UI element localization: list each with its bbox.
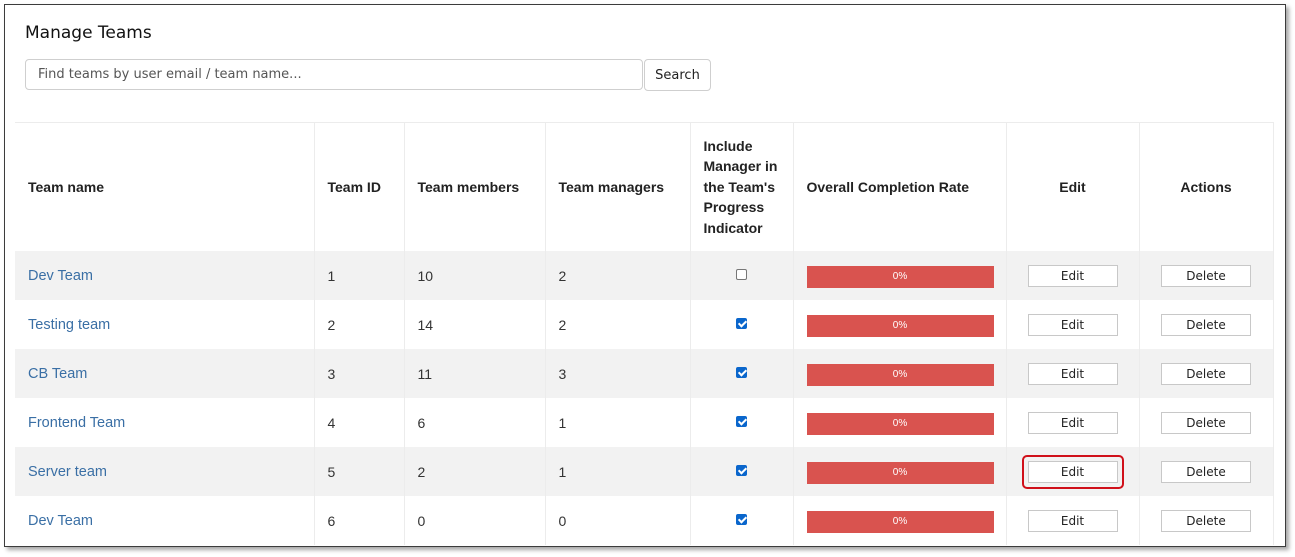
table-row: Server team 5 2 1 0% Edit Delete	[15, 447, 1274, 496]
team-id-cell: 3	[314, 349, 405, 398]
include-manager-checkbox[interactable]	[736, 514, 747, 526]
edit-button-wrap: Edit	[1027, 313, 1118, 336]
actions-cell: Delete	[1139, 349, 1274, 398]
team-name-link[interactable]: Testing team	[15, 300, 315, 349]
team-id-cell: 5	[314, 447, 405, 496]
team-name-link[interactable]: Dev Team	[15, 251, 315, 300]
include-manager-cell	[690, 251, 794, 300]
table-row: Dev Team 6 0 0 0% Edit Delete	[15, 496, 1274, 545]
completion-progress-bar: 0%	[806, 265, 994, 288]
header-team-managers: Team managers	[545, 122, 691, 251]
include-manager-checkbox[interactable]	[736, 318, 747, 330]
actions-cell: Delete	[1139, 496, 1274, 545]
delete-button[interactable]: Delete	[1161, 509, 1251, 532]
header-actions: Actions	[1139, 122, 1274, 251]
include-manager-cell	[690, 300, 794, 349]
edit-cell: Edit	[1006, 349, 1140, 398]
edit-button[interactable]: Edit	[1027, 509, 1118, 532]
completion-rate-cell: 0%	[793, 251, 1007, 300]
team-id-cell: 2	[314, 300, 405, 349]
team-managers-cell: 1	[545, 447, 691, 496]
header-team-members: Team members	[404, 122, 546, 251]
include-manager-cell	[690, 398, 794, 447]
actions-cell: Delete	[1139, 251, 1274, 300]
completion-progress-bar: 0%	[806, 461, 994, 484]
completion-progress-bar: 0%	[806, 314, 994, 337]
delete-button[interactable]: Delete	[1161, 411, 1251, 434]
include-manager-cell	[690, 349, 794, 398]
completion-progress-bar: 0%	[806, 510, 994, 533]
completion-rate-cell: 0%	[793, 496, 1007, 545]
include-manager-checkbox[interactable]	[736, 416, 747, 428]
header-completion-rate: Overall Completion Rate	[793, 122, 1007, 251]
table-row: Dev Team 1 10 2 0% Edit Delete	[15, 251, 1274, 300]
include-manager-cell	[690, 447, 794, 496]
actions-cell: Delete	[1139, 300, 1274, 349]
completion-rate-cell: 0%	[793, 349, 1007, 398]
team-members-cell: 0	[404, 496, 546, 545]
team-members-cell: 14	[404, 300, 546, 349]
include-manager-checkbox[interactable]	[736, 269, 747, 281]
team-name-link[interactable]: Dev Team	[15, 496, 315, 545]
edit-cell: Edit	[1006, 447, 1140, 496]
edit-button[interactable]: Edit	[1027, 313, 1118, 336]
edit-button-wrap: Edit	[1027, 362, 1118, 385]
include-manager-cell	[690, 496, 794, 545]
header-edit: Edit	[1006, 122, 1140, 251]
actions-cell: Delete	[1139, 447, 1274, 496]
team-managers-cell: 1	[545, 398, 691, 447]
table-row: Testing team 2 14 2 0% Edit Delete	[15, 300, 1274, 349]
team-members-cell: 11	[404, 349, 546, 398]
edit-button[interactable]: Edit	[1027, 362, 1118, 385]
delete-button[interactable]: Delete	[1161, 313, 1251, 336]
team-members-cell: 2	[404, 447, 546, 496]
edit-button[interactable]: Edit	[1027, 460, 1118, 483]
table-row: Frontend Team 4 6 1 0% Edit Delete	[15, 398, 1274, 447]
completion-progress-bar: 0%	[806, 363, 994, 386]
search-input[interactable]	[25, 59, 643, 90]
actions-cell: Delete	[1139, 398, 1274, 447]
delete-button[interactable]: Delete	[1161, 264, 1251, 287]
edit-button-wrap: Edit	[1027, 509, 1118, 532]
team-managers-cell: 3	[545, 349, 691, 398]
edit-button[interactable]: Edit	[1027, 411, 1118, 434]
edit-cell: Edit	[1006, 398, 1140, 447]
delete-button[interactable]: Delete	[1161, 362, 1251, 385]
header-team-name: Team name	[15, 122, 315, 251]
team-members-cell: 10	[404, 251, 546, 300]
include-manager-checkbox[interactable]	[736, 465, 747, 477]
search-button[interactable]: Search	[644, 59, 711, 91]
team-managers-cell: 2	[545, 251, 691, 300]
team-id-cell: 1	[314, 251, 405, 300]
edit-cell: Edit	[1006, 300, 1140, 349]
table-header-row: Team name Team ID Team members Team mana…	[15, 122, 1274, 251]
edit-button-wrap: Edit	[1027, 264, 1118, 287]
edit-button-wrap: Edit	[1027, 411, 1118, 434]
completion-rate-cell: 0%	[793, 398, 1007, 447]
table-row: CB Team 3 11 3 0% Edit Delete	[15, 349, 1274, 398]
completion-rate-cell: 0%	[793, 300, 1007, 349]
completion-rate-cell: 0%	[793, 447, 1007, 496]
edit-button[interactable]: Edit	[1027, 264, 1118, 287]
header-include-manager: Include Manager in the Team's Progress I…	[690, 122, 794, 251]
delete-button[interactable]: Delete	[1161, 460, 1251, 483]
team-id-cell: 4	[314, 398, 405, 447]
teams-table: Team name Team ID Team members Team mana…	[15, 122, 1274, 545]
manage-teams-panel: Manage Teams Search Team name Team ID Te…	[4, 4, 1286, 547]
include-manager-checkbox[interactable]	[736, 367, 747, 379]
team-name-link[interactable]: CB Team	[15, 349, 315, 398]
edit-button-wrap: Edit	[1021, 454, 1124, 489]
team-managers-cell: 2	[545, 300, 691, 349]
team-managers-cell: 0	[545, 496, 691, 545]
page-title: Manage Teams	[25, 23, 152, 43]
team-name-link[interactable]: Server team	[15, 447, 315, 496]
team-id-cell: 6	[314, 496, 405, 545]
edit-cell: Edit	[1006, 251, 1140, 300]
edit-cell: Edit	[1006, 496, 1140, 545]
completion-progress-bar: 0%	[806, 412, 994, 435]
team-name-link[interactable]: Frontend Team	[15, 398, 315, 447]
header-team-id: Team ID	[314, 122, 405, 251]
team-members-cell: 6	[404, 398, 546, 447]
